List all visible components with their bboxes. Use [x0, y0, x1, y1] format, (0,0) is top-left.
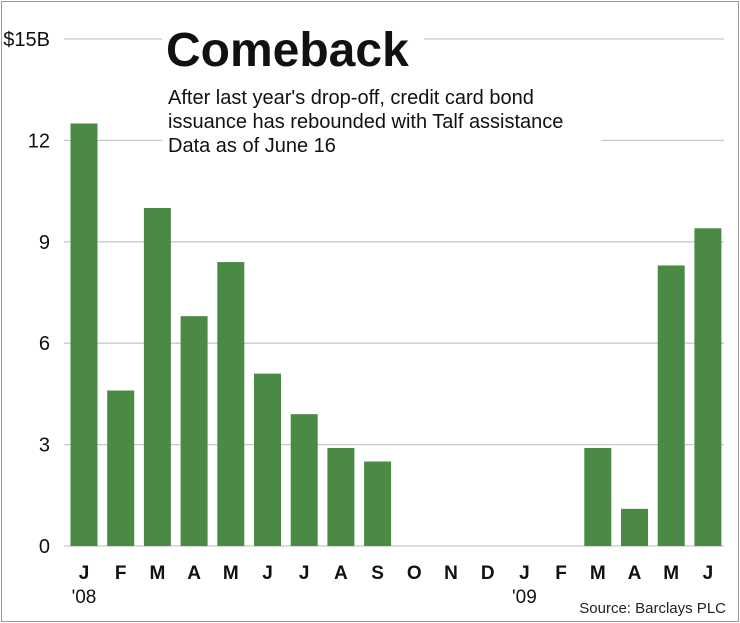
bar	[254, 373, 281, 546]
bar	[621, 508, 648, 546]
bar	[70, 123, 98, 546]
subtitle-line-2: issuance has rebounded with Talf assista…	[168, 111, 563, 133]
year-label: '08	[72, 587, 97, 608]
y-tick-label: $15B	[3, 29, 50, 51]
x-tick-label: N	[444, 563, 458, 584]
x-tick-label: F	[555, 563, 567, 584]
bar	[327, 447, 355, 546]
bar	[694, 228, 722, 546]
x-tick-label: M	[663, 563, 679, 584]
x-tick-label: J	[262, 563, 273, 584]
x-tick-label: M	[223, 563, 239, 584]
x-tick-label: F	[115, 563, 127, 584]
bar	[290, 414, 318, 546]
x-tick-label: J	[299, 563, 310, 584]
subtitle-backdrop	[162, 82, 602, 160]
x-tick-label: M	[590, 563, 606, 584]
bar-series	[70, 123, 722, 546]
y-tick-label: 3	[39, 435, 50, 457]
y-axis-ticks: 0 3 6 9 12 $15B	[3, 29, 50, 558]
y-tick-label: 6	[39, 333, 50, 355]
x-tick-label: J	[519, 563, 530, 584]
bar	[584, 447, 612, 546]
bar	[143, 208, 171, 546]
x-tick-label: J	[79, 563, 90, 584]
x-tick-label: A	[628, 563, 642, 584]
chart-title: Comeback	[166, 24, 409, 77]
year-label: '09	[512, 587, 537, 608]
y-tick-label: 9	[39, 232, 50, 254]
bar	[107, 390, 135, 546]
bar	[217, 262, 245, 546]
x-tick-label: M	[149, 563, 165, 584]
x-tick-label: D	[481, 563, 495, 584]
bar	[657, 265, 685, 546]
title-backdrop	[162, 18, 424, 76]
bar	[364, 461, 392, 546]
x-tick-label: A	[334, 563, 348, 584]
source-note: Source: Barclays PLC	[579, 600, 726, 617]
bar	[180, 316, 208, 546]
y-tick-label: 12	[28, 130, 50, 152]
x-tick-label: O	[407, 563, 422, 584]
x-tick-label: S	[371, 563, 384, 584]
x-tick-label: A	[187, 563, 201, 584]
x-tick-label: J	[703, 563, 714, 584]
y-tick-label: 0	[39, 536, 50, 558]
year-labels: '08 '09	[72, 587, 537, 608]
subtitle-line-1: After last year's drop-off, credit card …	[168, 87, 534, 109]
subtitle-line-3: Data as of June 16	[168, 135, 336, 157]
